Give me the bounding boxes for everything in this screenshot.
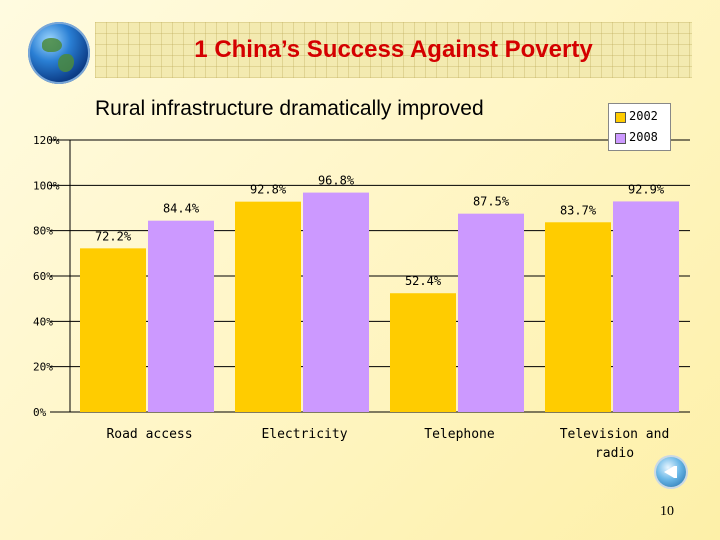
legend-swatch-2008	[615, 133, 626, 144]
legend-item-2002: 2002	[615, 109, 671, 125]
globe-logo-icon	[28, 22, 90, 84]
legend-label-2008: 2008	[629, 130, 658, 144]
bar-2002	[390, 293, 456, 412]
data-label: 96.8%	[318, 174, 355, 188]
data-label: 83.7%	[560, 203, 597, 217]
data-label: 92.8%	[250, 183, 287, 197]
data-label: 52.4%	[405, 274, 442, 288]
x-tick-label: Road access	[106, 427, 192, 442]
x-tick-label: Telephone	[424, 427, 495, 442]
y-tick-label: 80%	[33, 225, 53, 238]
chart-legend: 2002 2008	[608, 103, 671, 151]
chart-title: Rural infrastructure dramatically improv…	[95, 97, 484, 120]
x-tick-label: Television and	[560, 427, 670, 442]
bar-2008	[303, 192, 369, 412]
back-nav-button[interactable]	[656, 457, 686, 487]
bar-2008	[458, 213, 524, 412]
bar-2008	[613, 201, 679, 412]
y-tick-label: 100%	[33, 179, 60, 192]
y-tick-label: 0%	[33, 406, 47, 419]
data-label: 92.9%	[628, 182, 665, 196]
x-tick-label: radio	[595, 446, 634, 461]
bar-2002	[235, 201, 301, 412]
page-title: 1 China’s Success Against Poverty	[194, 36, 593, 63]
y-tick-label: 120%	[33, 134, 60, 147]
y-tick-label: 20%	[33, 361, 53, 374]
header-band	[95, 22, 692, 78]
bar-2002	[80, 248, 146, 412]
back-arrow-icon	[664, 466, 674, 478]
legend-item-2008: 2008	[615, 130, 671, 146]
x-tick-label: Electricity	[261, 427, 347, 442]
y-tick-label: 60%	[33, 270, 53, 283]
legend-label-2002: 2002	[629, 109, 658, 123]
y-tick-label: 40%	[33, 315, 53, 328]
data-label: 87.5%	[473, 195, 510, 209]
legend-swatch-2002	[615, 112, 626, 123]
bar-2008	[148, 220, 214, 412]
bar-2002	[545, 222, 611, 412]
back-bar-icon	[674, 466, 677, 478]
page-number: 10	[660, 504, 674, 519]
data-label: 72.2%	[95, 229, 132, 243]
data-label: 84.4%	[163, 202, 200, 216]
